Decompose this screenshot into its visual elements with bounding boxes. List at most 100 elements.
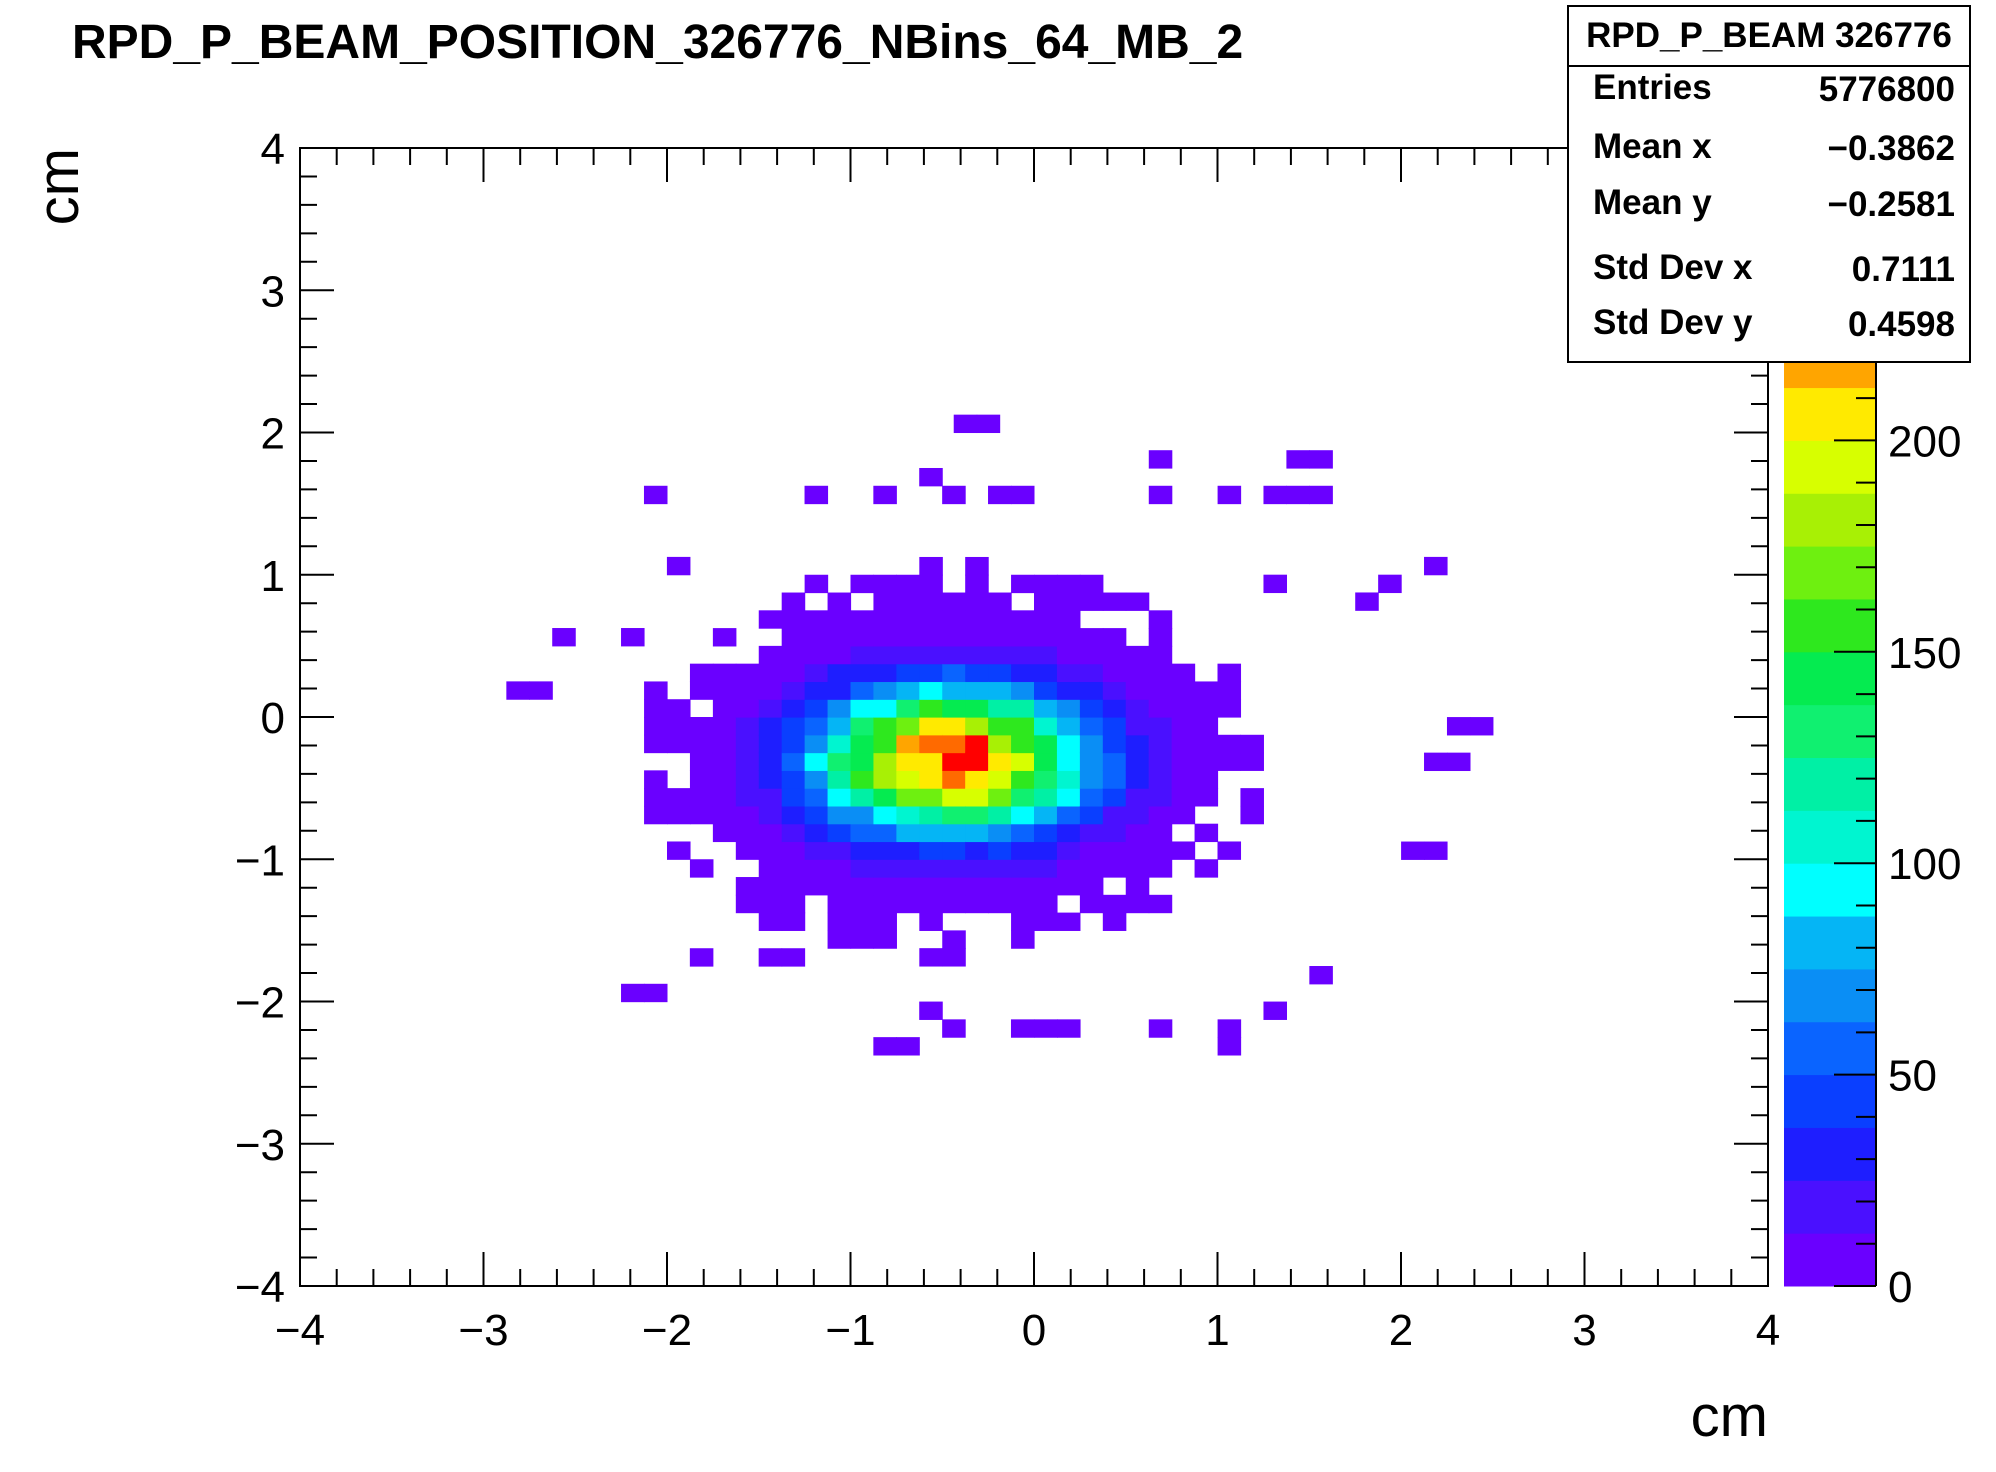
heatmap-cell	[621, 628, 645, 647]
heatmap-cell	[1309, 485, 1333, 505]
heatmap-cell	[1194, 823, 1219, 843]
heatmap-cell	[827, 645, 852, 665]
heatmap-cell	[1102, 859, 1127, 878]
heatmap-cell	[689, 805, 714, 825]
heatmap-cell	[1011, 699, 1035, 718]
heatmap-cell	[1056, 663, 1081, 683]
heatmap-cell	[667, 717, 691, 736]
heatmap-cell	[850, 663, 875, 683]
heatmap-cell	[712, 788, 737, 807]
heatmap-cell	[1171, 717, 1196, 736]
heatmap-cell	[689, 859, 714, 878]
heatmap-cell	[965, 859, 989, 878]
heatmap-cell	[689, 752, 714, 771]
heatmap-cell	[988, 770, 1012, 789]
heatmap-cell	[942, 610, 966, 629]
heatmap-cell	[1217, 734, 1242, 754]
heatmap-cell	[1171, 770, 1196, 789]
heatmap-cell	[1102, 788, 1127, 807]
heatmap-cell	[1148, 788, 1173, 807]
stats-rows: Entries 5776800 Mean x −0.3862 Mean y −0.2581…	[1593, 68, 1955, 344]
heatmap-cell	[1148, 681, 1173, 700]
heatmap-cell	[988, 663, 1012, 683]
heatmap-cell	[1401, 841, 1425, 860]
heatmap-cell	[1011, 628, 1035, 647]
heatmap-cell	[735, 770, 760, 789]
heatmap-cell	[1079, 699, 1104, 718]
heatmap-cell	[1286, 450, 1310, 469]
color-scale-step	[1784, 968, 1876, 1023]
heatmap-cell	[781, 752, 806, 771]
heatmap-cell	[1056, 681, 1081, 700]
heatmap-cell	[1034, 912, 1058, 931]
x-tick-label: 3	[1572, 1306, 1596, 1355]
heatmap-cell	[919, 556, 943, 576]
heatmap-cell	[827, 592, 852, 611]
heatmap-cell	[965, 574, 989, 594]
heatmap-cell	[1034, 823, 1058, 843]
heatmap-cell	[896, 788, 920, 807]
heatmap-cell	[873, 859, 897, 878]
x-tick-label: −4	[275, 1306, 325, 1355]
heatmap-cell	[850, 841, 875, 860]
heatmap-cell	[1079, 770, 1104, 789]
heatmap-cell	[1125, 805, 1150, 825]
heatmap-cell	[896, 752, 920, 771]
heatmap-cell	[942, 841, 966, 860]
heatmap-cell	[1034, 663, 1058, 683]
heatmap-cell	[919, 717, 943, 736]
heatmap-cell	[804, 717, 829, 736]
z-tick-label: 150	[1888, 629, 1961, 678]
heatmap-cell	[758, 681, 783, 700]
y-tick-label: −1	[235, 836, 285, 885]
y-tick-label: 4	[261, 125, 285, 174]
heatmap-cell	[965, 823, 989, 843]
heatmap-cell	[988, 628, 1012, 647]
heatmap-cell	[1217, 752, 1242, 771]
heatmap-cell	[988, 734, 1012, 754]
heatmap-cell	[758, 752, 783, 771]
heatmap-cell	[804, 663, 829, 683]
heatmap-cell	[1125, 877, 1150, 896]
heatmap-cell	[1171, 841, 1196, 860]
heatmap-cell	[735, 877, 760, 896]
heatmap-cell	[1011, 752, 1035, 771]
heatmap-cell	[1102, 628, 1127, 647]
heatmap-cell	[1034, 610, 1058, 629]
heatmap-cell	[781, 699, 806, 718]
heatmap-cell	[1034, 681, 1058, 700]
heatmap-cell	[1034, 894, 1058, 914]
heatmap-cell	[942, 948, 966, 967]
heatmap-cell	[1102, 645, 1127, 665]
heatmap-cell	[1148, 770, 1173, 789]
heatmap-cell	[827, 877, 852, 896]
z-tick-label: 200	[1888, 417, 1961, 466]
heatmap-cell	[988, 805, 1012, 825]
heatmap-cell	[1079, 592, 1104, 611]
heatmap-cell	[873, 734, 897, 754]
heatmap-cell	[1034, 770, 1058, 789]
heatmap-cell	[1217, 699, 1242, 718]
heatmap-cell	[735, 823, 760, 843]
heatmap-cell	[1034, 628, 1058, 647]
heatmap-cell	[758, 734, 783, 754]
z-tick-label: 100	[1888, 840, 1961, 889]
heatmap-cell	[942, 859, 966, 878]
heatmap-cell	[1056, 912, 1081, 931]
heatmap-cell	[988, 859, 1012, 878]
heatmap-cell	[758, 859, 783, 878]
heatmap-cell	[1034, 734, 1058, 754]
heatmap-cell	[1034, 788, 1058, 807]
heatmap-cell	[804, 699, 829, 718]
color-scale-step	[1784, 916, 1876, 970]
heatmap-cell	[896, 663, 920, 683]
heatmap-cell	[735, 788, 760, 807]
heatmap-cell	[942, 645, 966, 665]
heatmap-cell	[1125, 645, 1150, 665]
stats-label: Mean x	[1593, 127, 1712, 166]
heatmap-cell	[988, 788, 1012, 807]
heatmap-cell	[1079, 717, 1104, 736]
heatmap-cell	[1194, 859, 1219, 878]
heatmap-cell	[873, 717, 897, 736]
